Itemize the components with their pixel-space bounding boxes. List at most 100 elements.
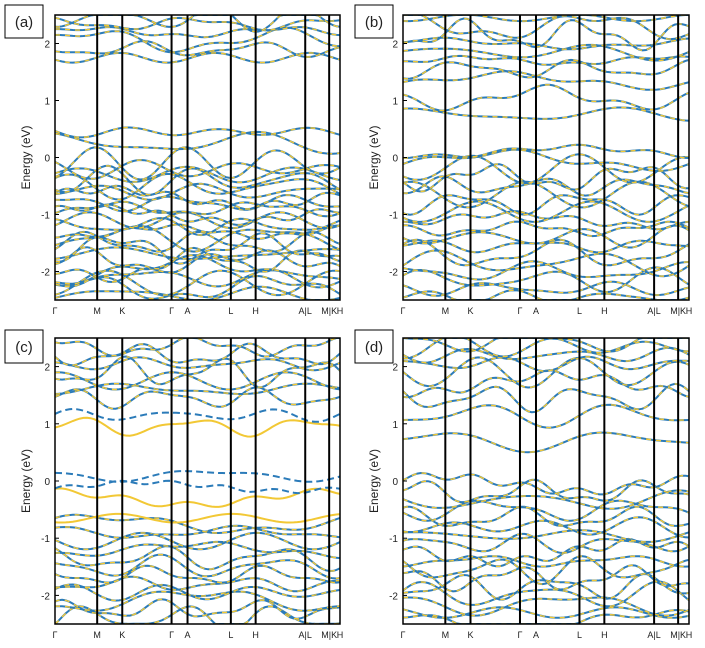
k-tick-label: L bbox=[228, 630, 233, 640]
panel-label: (a) bbox=[15, 14, 33, 31]
band-line-overlay bbox=[55, 17, 340, 32]
panel-label-box bbox=[4, 329, 44, 364]
panel-label-box bbox=[4, 4, 44, 39]
band-line-overlay bbox=[55, 131, 340, 155]
k-tick-label: H bbox=[686, 630, 693, 640]
y-tick-label: -1 bbox=[41, 211, 50, 222]
band-line-overlay bbox=[403, 383, 689, 413]
k-tick-label: A|L bbox=[647, 630, 660, 640]
band-line-overlay bbox=[403, 266, 689, 293]
band-line-overlay bbox=[55, 246, 340, 273]
band-line-overlay bbox=[55, 211, 340, 229]
band-line-overlay bbox=[403, 44, 689, 62]
k-tick-label: Γ bbox=[53, 630, 58, 640]
k-tick-label: Γ bbox=[401, 306, 406, 316]
band-line bbox=[403, 596, 689, 617]
k-tick-label: Γ bbox=[517, 630, 522, 640]
band-line-overlay bbox=[403, 533, 689, 554]
band-line-overlay bbox=[403, 606, 689, 619]
band-line-overlay bbox=[55, 126, 340, 139]
k-tick-label: K bbox=[119, 630, 125, 640]
panel-label: (d) bbox=[365, 339, 383, 356]
k-tick-label: M bbox=[442, 306, 450, 316]
band-line-overlay bbox=[403, 17, 689, 52]
band-line bbox=[55, 165, 340, 184]
band-line-overlay bbox=[55, 232, 340, 265]
band-line-overlay bbox=[403, 144, 689, 159]
y-tick-label: 1 bbox=[44, 97, 50, 108]
y-axis-label: Energy (eV) bbox=[19, 125, 33, 189]
y-tick-label: 0 bbox=[44, 154, 50, 165]
band-line bbox=[55, 575, 340, 593]
band-line-overlay bbox=[403, 472, 689, 496]
spin-down-band bbox=[55, 407, 340, 423]
band-line-overlay bbox=[55, 185, 340, 210]
band-line-overlay bbox=[403, 538, 689, 567]
band-line bbox=[55, 531, 340, 551]
band-line-overlay bbox=[403, 404, 689, 429]
k-tick-label: H bbox=[252, 306, 259, 316]
k-tick-label: Γ bbox=[53, 306, 58, 316]
y-tick-label: -1 bbox=[389, 534, 398, 545]
k-tick-label: Γ bbox=[517, 306, 522, 316]
spin-up-band bbox=[55, 487, 340, 508]
k-tick-label: M|K bbox=[321, 630, 337, 640]
panel-label-box bbox=[354, 4, 394, 39]
panel-label: (b) bbox=[365, 14, 383, 31]
y-tick-label: -2 bbox=[389, 591, 398, 602]
band-line-overlay bbox=[403, 529, 689, 543]
band-line-overlay bbox=[403, 70, 689, 91]
y-tick-label: -2 bbox=[41, 591, 50, 602]
k-tick-label: Γ bbox=[169, 630, 174, 640]
band-line-overlay bbox=[55, 583, 340, 602]
band-line-overlay bbox=[55, 217, 340, 236]
band-line-overlay bbox=[403, 249, 689, 277]
k-tick-label: H bbox=[337, 630, 344, 640]
y-tick-label: 0 bbox=[392, 154, 398, 165]
band-line-overlay bbox=[55, 146, 340, 181]
band-line-overlay bbox=[403, 84, 689, 112]
band-line bbox=[403, 338, 689, 360]
band-line-overlay bbox=[55, 200, 340, 218]
band-line-overlay bbox=[55, 225, 340, 253]
band-line-overlay bbox=[55, 269, 340, 288]
band-line-overlay bbox=[403, 609, 689, 624]
band-line-overlay bbox=[55, 541, 340, 559]
k-tick-label: L bbox=[228, 306, 233, 316]
band-line-overlay bbox=[55, 275, 340, 300]
k-tick-label: A bbox=[533, 306, 539, 316]
band-line-overlay bbox=[55, 173, 340, 201]
band-line-overlay bbox=[403, 15, 689, 22]
k-tick-label: H bbox=[252, 630, 259, 640]
y-axis-label: Energy (eV) bbox=[367, 125, 381, 189]
band-line bbox=[55, 40, 340, 59]
band-line-overlay bbox=[403, 555, 689, 568]
y-tick-label: -2 bbox=[41, 268, 50, 279]
y-tick-label: 2 bbox=[392, 363, 398, 374]
band-line bbox=[403, 356, 689, 389]
band-line-overlay bbox=[55, 553, 340, 580]
band-line bbox=[403, 431, 689, 454]
y-tick-label: -1 bbox=[41, 534, 50, 545]
band-line-overlay bbox=[55, 598, 340, 620]
band-line bbox=[403, 220, 689, 238]
band-line-overlay bbox=[403, 175, 689, 197]
band-line-overlay bbox=[403, 200, 689, 223]
band-line-overlay bbox=[403, 153, 689, 185]
band-line-overlay bbox=[55, 26, 340, 38]
band-line-overlay bbox=[55, 52, 340, 64]
k-tick-label: K bbox=[467, 306, 473, 316]
k-tick-label: M bbox=[442, 630, 450, 640]
k-tick-label: M bbox=[93, 306, 101, 316]
k-tick-label: K bbox=[467, 630, 473, 640]
k-tick-label: Γ bbox=[169, 306, 174, 316]
band-line-overlay bbox=[403, 506, 689, 527]
k-tick-label: A bbox=[533, 630, 539, 640]
band-line-overlay bbox=[403, 564, 689, 593]
k-tick-label: A bbox=[185, 630, 191, 640]
spin-up-band bbox=[55, 512, 340, 524]
